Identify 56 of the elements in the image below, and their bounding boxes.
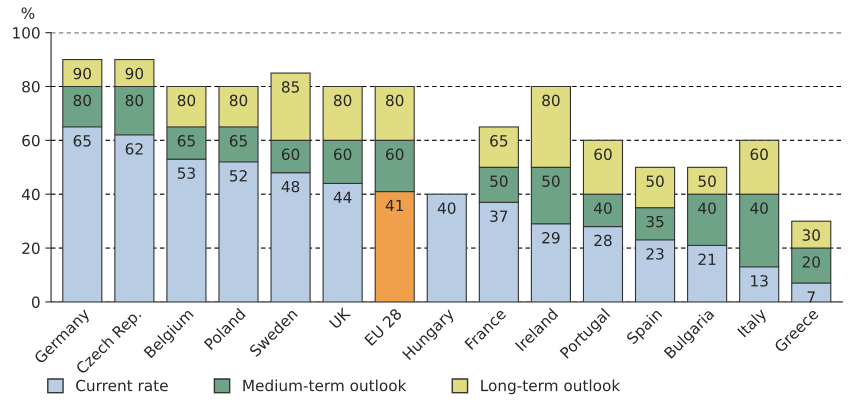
- y-axis-title: %: [22, 7, 34, 19]
- annotation: 80: [542, 94, 560, 106]
- annotation: 52: [230, 170, 247, 182]
- annotation: 60: [282, 148, 300, 160]
- annotation: 28: [594, 234, 612, 246]
- annotation: 65: [490, 135, 508, 147]
- annotation: 41: [386, 200, 404, 212]
- annotation: 80: [230, 94, 248, 106]
- y-tick-label: 100: [13, 27, 40, 39]
- annotation: 50: [646, 175, 664, 187]
- y-tick-label: 60: [22, 134, 40, 146]
- annotation: 65: [230, 135, 247, 147]
- annotation: 40: [438, 202, 456, 214]
- annotation: 60: [594, 148, 612, 160]
- annotation: 29: [542, 232, 560, 244]
- annotation: 48: [282, 180, 300, 192]
- annotation: 44: [334, 192, 352, 203]
- annotation: 60: [334, 148, 352, 160]
- bar: [426, 194, 467, 302]
- annotation: 40: [594, 202, 612, 214]
- annotation: 80: [334, 94, 352, 106]
- x-tick-label: UK: [328, 306, 352, 330]
- annotation: 65: [74, 135, 91, 147]
- y-tick-label: 20: [22, 242, 40, 254]
- annotation: 80: [386, 94, 404, 106]
- annotation: 90: [126, 68, 144, 80]
- legend-label: Medium-term outlook: [243, 379, 406, 392]
- legend-label: Long-term outlook: [481, 379, 620, 394]
- annotation: 50: [698, 175, 716, 187]
- annotation: 7: [808, 291, 815, 303]
- annotation: 40: [698, 202, 716, 214]
- annotation: 40: [750, 202, 768, 214]
- annotation: 23: [646, 248, 664, 260]
- annotation: 13: [751, 275, 768, 287]
- annotation: 21: [698, 254, 716, 265]
- annotation: 50: [490, 175, 508, 187]
- annotation: 35: [646, 216, 664, 228]
- annotation: 53: [178, 167, 195, 179]
- annotation: 90: [74, 68, 92, 80]
- annotation: 80: [126, 94, 144, 106]
- y-tick-label: 0: [32, 296, 40, 308]
- x-tick-label: EU 28: [364, 308, 402, 346]
- annotation: 37: [490, 210, 508, 222]
- annotation: 65: [178, 135, 195, 147]
- annotation: 60: [386, 148, 404, 160]
- annotation: 20: [802, 256, 820, 268]
- annotation: 30: [802, 229, 820, 241]
- annotation: 80: [74, 94, 92, 106]
- annotation: 50: [542, 175, 560, 187]
- annotation: 80: [178, 94, 196, 106]
- annotation: 62: [126, 143, 143, 155]
- y-tick-label: 40: [22, 188, 40, 200]
- y-tick-label: 80: [22, 80, 40, 93]
- annotation: 60: [750, 148, 768, 160]
- annotation: 85: [282, 81, 299, 93]
- legend-label: Current rate: [76, 380, 168, 392]
